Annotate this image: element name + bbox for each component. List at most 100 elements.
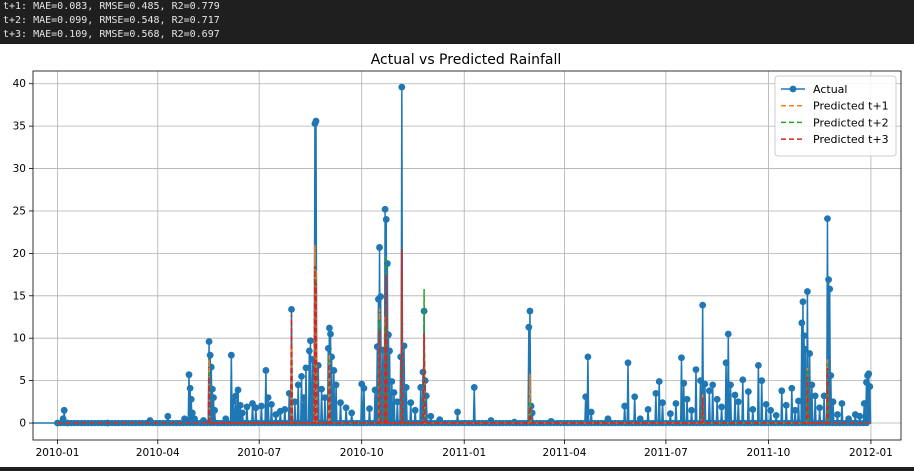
data-point-actual	[337, 399, 344, 407]
data-point-actual	[604, 415, 612, 423]
data-point-actual	[727, 381, 734, 389]
grid-layer	[33, 71, 901, 440]
data-point-actual	[734, 398, 742, 406]
console-line-t3: t+3: MAE=0.109, RMSE=0.568, R2=0.697	[3, 29, 220, 40]
data-point-actual	[825, 276, 832, 284]
x-tick-label: 2010-07	[237, 447, 281, 459]
data-point-actual	[291, 398, 299, 406]
data-point-actual	[754, 361, 762, 369]
data-point-actual	[205, 338, 213, 345]
data-point-actual	[824, 215, 831, 223]
data-point-actual	[487, 417, 495, 424]
data-point-actual	[234, 386, 242, 394]
data-point-actual	[60, 406, 68, 414]
data-point-actual	[427, 412, 435, 420]
data-point-actual	[801, 345, 809, 353]
data-point-actual	[845, 415, 853, 423]
data-point-actual	[59, 415, 67, 423]
data-point-actual	[200, 417, 207, 424]
data-point-actual	[470, 384, 478, 391]
x-tick-label: 2011-04	[543, 447, 587, 459]
data-point-actual	[186, 384, 194, 392]
x-tick-label: 2011-01	[442, 447, 486, 459]
data-point-actual	[788, 384, 796, 392]
data-point-actual	[185, 371, 193, 379]
data-point-actual	[811, 392, 819, 400]
data-point-actual	[230, 397, 237, 405]
data-point-actual	[808, 381, 816, 389]
data-point-actual	[795, 397, 802, 405]
x-tick-label: 2011-10	[746, 447, 790, 459]
data-point-actual	[806, 350, 814, 357]
data-point-actual	[652, 389, 660, 397]
data-point-actual	[371, 386, 379, 394]
chart-title: Actual vs Predicted Rainfall	[371, 52, 562, 68]
data-point-actual	[146, 417, 154, 424]
data-point-actual	[398, 83, 406, 91]
data-point-actual	[791, 406, 799, 414]
data-point-actual	[816, 404, 824, 412]
data-point-actual	[744, 388, 752, 396]
series-predicted-t3	[57, 249, 870, 424]
data-point-actual	[713, 395, 721, 403]
data-point-actual	[307, 337, 314, 345]
legend-label-predicted-t3: Predicted t+3	[813, 133, 889, 146]
series-layer	[33, 83, 874, 427]
data-point-actual	[454, 408, 461, 416]
data-point-actual	[820, 392, 828, 400]
console-output: t+1: MAE=0.083, RMSE=0.485, R2=0.779 t+2…	[0, 0, 914, 44]
data-point-actual	[294, 381, 302, 389]
y-tick-label: 25	[13, 205, 26, 217]
data-point-actual	[222, 415, 230, 423]
x-tick-label: 2012-01	[849, 447, 893, 459]
y-tick-label: 40	[13, 78, 26, 90]
legend-box	[774, 75, 897, 157]
data-point-actual	[211, 406, 219, 414]
y-tick-label: 0	[19, 418, 26, 430]
chart-figure: Actual vs Predicted Rainfall 2010-01 2010…	[0, 44, 914, 467]
console-line-t2: t+2: MAE=0.099, RMSE=0.548, R2=0.717	[3, 15, 220, 26]
data-point-actual	[866, 383, 874, 390]
data-point-actual	[348, 409, 356, 417]
data-point-actual	[386, 347, 393, 355]
data-point-actual	[300, 394, 308, 401]
data-point-actual	[829, 398, 837, 406]
data-point-actual	[243, 403, 251, 411]
data-point-actual	[834, 411, 841, 418]
data-point-actual	[680, 379, 688, 387]
data-point-actual	[683, 395, 691, 403]
y-tick-label: 15	[13, 290, 26, 302]
data-point-actual	[252, 404, 260, 412]
console-line-t1: t+1: MAE=0.083, RMSE=0.485, R2=0.779	[3, 1, 220, 12]
data-point-actual	[377, 293, 385, 301]
data-point-actual	[799, 298, 807, 306]
data-point-actual	[298, 372, 305, 380]
data-point-actual	[739, 376, 747, 384]
x-tick-label: 2010-10	[340, 447, 384, 459]
data-point-actual	[724, 330, 732, 338]
data-point-actual	[804, 288, 811, 295]
data-point-actual	[164, 412, 172, 420]
data-point-actual	[644, 406, 652, 413]
data-point-actual	[390, 389, 398, 396]
data-point-actual	[383, 260, 391, 267]
data-point-actual	[187, 395, 195, 403]
data-point-actual	[321, 394, 329, 401]
data-point-actual	[402, 384, 410, 391]
data-point-actual	[188, 409, 196, 417]
data-point-actual	[749, 406, 757, 413]
data-point-actual	[376, 244, 383, 251]
data-point-actual	[526, 307, 534, 315]
data-point-actual	[659, 399, 666, 407]
data-point-actual	[865, 370, 873, 378]
data-point-actual	[631, 393, 639, 401]
data-point-actual	[718, 403, 726, 411]
data-point-actual	[582, 393, 590, 401]
y-tick-label: 10	[13, 333, 26, 345]
data-point-actual	[767, 406, 775, 414]
data-point-actual	[388, 378, 396, 385]
data-point-actual	[236, 401, 244, 409]
y-tick-label: 35	[13, 121, 26, 133]
data-point-actual	[762, 400, 770, 408]
data-point-actual	[826, 285, 834, 293]
